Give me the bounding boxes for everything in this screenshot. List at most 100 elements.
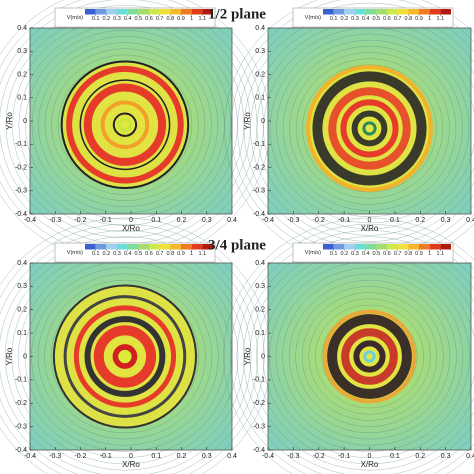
- colorbar-tick-label: 0.4: [124, 251, 132, 257]
- colorbar-swatch: [170, 9, 181, 15]
- y-axis-label: Y/Ro: [243, 112, 252, 130]
- contour-ring: [117, 117, 133, 132]
- colorbar-swatch: [429, 9, 441, 15]
- colorbar-tick-label: 1.1: [199, 251, 207, 257]
- streamline: [282, 46, 457, 211]
- colorbar-swatch: [202, 244, 213, 250]
- streamline: [0, 230, 258, 474]
- colorbar-tick-label: 0.7: [394, 16, 402, 22]
- contour-ring: [362, 121, 377, 136]
- y-tick-label: 0.2: [255, 307, 265, 314]
- contour-ring: [63, 295, 187, 418]
- colorbar-swatch: [419, 244, 430, 250]
- colorbar-swatch: [85, 244, 96, 250]
- x-tick-label: -0.1: [100, 217, 112, 224]
- contour-ring: [112, 112, 138, 137]
- colorbar-tick-label: 0.6: [383, 16, 391, 22]
- y-tick-label: 0.3: [255, 48, 265, 55]
- colorbar-label: V(m/s): [305, 15, 321, 21]
- x-tick-label: 0.2: [177, 217, 187, 224]
- y-tick-label: 0.4: [17, 25, 27, 32]
- contour-ring: [306, 65, 433, 192]
- colorbar-swatch: [323, 244, 334, 250]
- colorbar-tick-label: 0.5: [373, 251, 381, 257]
- colorbar-tick-label: 0.9: [415, 16, 423, 22]
- colorbar-tick-label: 0.5: [135, 16, 143, 22]
- colorbar-tick-label: 0.4: [362, 251, 370, 257]
- contour-ring: [79, 79, 171, 171]
- x-tick-label: -0.1: [338, 217, 350, 224]
- streamline: [295, 286, 444, 427]
- contour-ring: [52, 284, 197, 429]
- colorbar-tick-label: 0.5: [135, 251, 143, 257]
- x-axis-label: X/Ro: [122, 460, 140, 469]
- streamline: [282, 273, 457, 440]
- y-tick-label: -0.3: [15, 188, 27, 195]
- colorbar-tick-label: 0.1: [330, 16, 338, 22]
- x-tick-label: 0.2: [415, 217, 425, 224]
- panel-title: 3/4 plane: [208, 237, 266, 253]
- y-tick-label: 0.1: [17, 95, 27, 102]
- streamline: [44, 279, 206, 434]
- streamline: [230, 224, 474, 474]
- colorbar-tick-label: 0.7: [156, 16, 164, 22]
- x-tick-label: 0.4: [227, 453, 237, 460]
- colorbar-swatch: [355, 244, 366, 250]
- x-tick-label: 0: [368, 453, 372, 460]
- colorbar-tick-label: 0.3: [351, 251, 359, 257]
- colorbar-swatch: [106, 244, 117, 250]
- colorbar-swatch: [106, 9, 117, 15]
- y-tick-label: -0.2: [15, 164, 27, 171]
- y-axis-label: Y/Ro: [5, 112, 14, 130]
- x-tick-label: 0.3: [441, 217, 451, 224]
- colorbar-tick-label: 0.7: [156, 251, 164, 257]
- x-tick-label: 0.1: [151, 453, 161, 460]
- streamline: [263, 27, 474, 230]
- x-tick-label: -0.2: [74, 453, 86, 460]
- x-tick-label: -0.2: [313, 453, 325, 460]
- y-tick-label: 0.4: [255, 25, 265, 32]
- y-tick-label: -0.3: [15, 423, 27, 430]
- x-tick-label: -0.4: [262, 217, 274, 224]
- contour-panel: -0.4 -0.3 -0.2 -0.1 0 0.1 0.2 0.3 0.4-0.4-0.3-0.…: [224, 0, 474, 267]
- colorbar-tick-label: 0.6: [383, 251, 391, 257]
- colorbar-swatch: [95, 9, 107, 15]
- colorbar-swatch: [355, 9, 366, 15]
- colorbar-tick-label: 0.3: [351, 16, 359, 22]
- colorbar-swatch: [159, 244, 171, 250]
- x-tick-label: 0.1: [151, 217, 161, 224]
- colorbar-label: V(m/s): [67, 15, 83, 21]
- colorbar-swatch: [408, 9, 419, 15]
- colorbar-tick-label: 0.5: [373, 16, 381, 22]
- colorbar-tick-label: 0.8: [405, 16, 413, 22]
- y-tick-label: -0.1: [253, 377, 265, 384]
- colorbar-swatch: [397, 244, 409, 250]
- colorbar-swatch: [138, 244, 149, 250]
- contour-ring: [83, 83, 167, 166]
- colorbar-swatch: [376, 244, 387, 250]
- x-tick-label: -0.3: [287, 217, 299, 224]
- x-tick-label: 0.2: [177, 453, 187, 460]
- y-axis-label: Y/Ro: [5, 347, 14, 365]
- colorbar-tick-label: 0.4: [124, 16, 132, 22]
- x-tick-label: 0: [129, 453, 133, 460]
- y-tick-label: -0.4: [253, 211, 265, 218]
- y-tick-label: -0.1: [15, 141, 27, 148]
- x-tick-label: -0.3: [49, 453, 61, 460]
- y-tick-label: -0.4: [253, 447, 265, 454]
- y-tick-label: -0.4: [15, 447, 27, 454]
- y-tick-label: -0.3: [253, 188, 265, 195]
- x-axis-label: X/Ro: [122, 224, 140, 233]
- contour-ring: [322, 309, 417, 404]
- streamline: [31, 36, 219, 214]
- contour-panel: -0.4 -0.3 -0.2 -0.1 0 0.1 0.2 0.3 0.4 -0.4 -0.3 -0.…: [0, 0, 271, 263]
- colorbar-swatch: [429, 244, 441, 250]
- streamline: [275, 267, 464, 446]
- y-tick-label: 0: [23, 118, 27, 125]
- colorbar-tick-label: 0.9: [177, 16, 185, 22]
- contour-ring: [328, 87, 411, 170]
- x-tick-label: -0.2: [74, 217, 86, 224]
- y-tick-label: -0.1: [253, 141, 265, 148]
- contour-ring: [351, 110, 388, 147]
